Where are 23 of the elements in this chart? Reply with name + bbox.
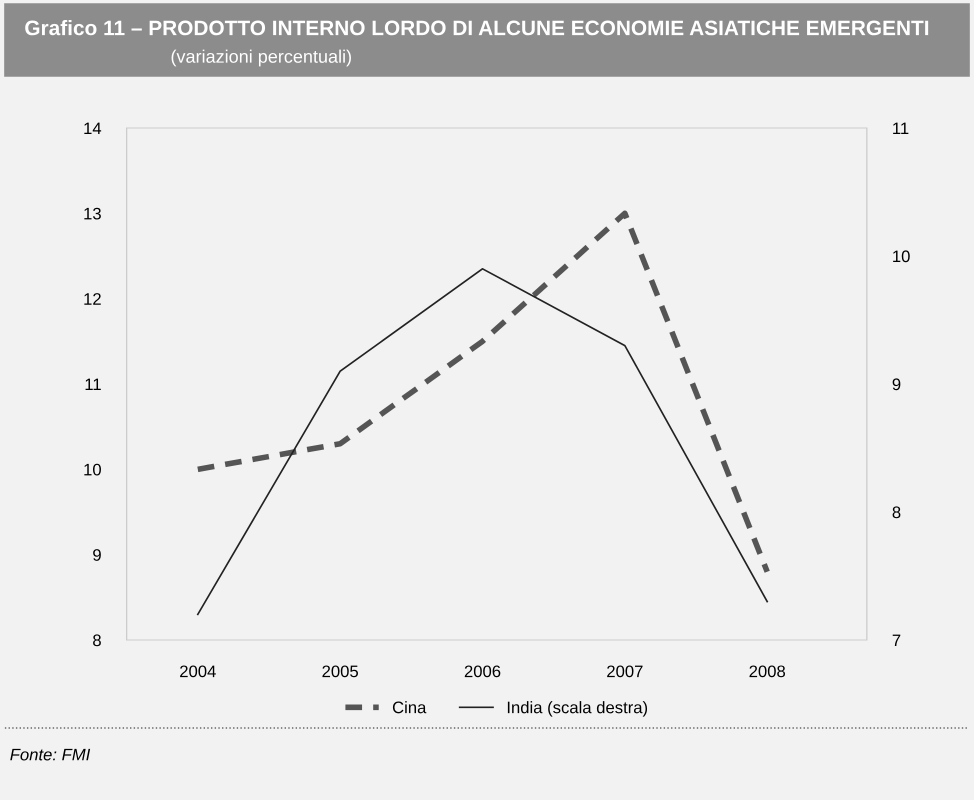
y-tick-label: 8	[93, 634, 101, 646]
x-tick-label: 2005	[322, 665, 358, 678]
legend-label: India (scala destra)	[508, 701, 648, 717]
y-tick-label: 13	[84, 208, 101, 220]
y-tick-label: 11	[86, 378, 101, 390]
y2-tick-label: 11	[893, 122, 908, 134]
source-note: Fonte: FMI	[10, 748, 90, 760]
line-series	[196, 268, 768, 616]
y2-tick-label: 8	[892, 506, 900, 518]
x-tick-label: 2006	[464, 665, 500, 678]
y-tick-label: 12	[84, 293, 101, 305]
y-tick-label: 9	[93, 549, 101, 561]
y2-tick-label: 9	[892, 378, 900, 390]
x-tick-label: 2004	[180, 665, 216, 678]
x-tick-label: 2007	[607, 665, 643, 678]
y-tick-label: 14	[84, 122, 102, 134]
y-tick-label: 10	[84, 464, 101, 476]
chart-subtitle: (variazioni percentuali)	[172, 50, 351, 66]
y2-tick-label: 7	[892, 634, 900, 646]
x-tick-label: 2008	[750, 665, 786, 678]
legend-label: Cina	[392, 701, 426, 714]
y2-tick-label: 10	[893, 250, 910, 262]
chart-title: Grafico 11 – PRODOTTO INTERNO LORDO DI ALCUNE ECONOMIE ASIATICHE EMERGENTI	[25, 20, 928, 36]
